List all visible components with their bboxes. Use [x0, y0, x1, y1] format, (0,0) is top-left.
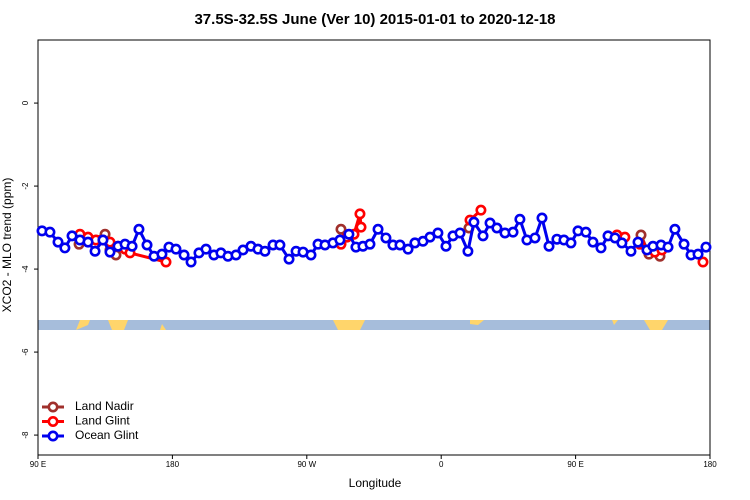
point	[82, 236, 94, 248]
x-tick-label: 90 W	[297, 460, 316, 469]
x-tick-label: 0	[439, 460, 444, 469]
x-tick-label: 90 E	[567, 460, 583, 469]
legend-label: Land Glint	[75, 414, 130, 428]
point	[625, 245, 637, 257]
point	[402, 243, 414, 255]
point	[335, 223, 347, 235]
point	[274, 239, 286, 251]
point	[334, 234, 346, 246]
point	[156, 248, 168, 260]
x-axis-label: Longitude	[349, 476, 402, 490]
point	[354, 208, 366, 220]
x-tick-label: 180	[166, 460, 180, 469]
point	[580, 226, 592, 238]
y-tick-label: -2	[21, 182, 30, 190]
point	[185, 256, 197, 268]
legend-marker	[47, 401, 59, 413]
point	[440, 240, 452, 252]
point	[44, 226, 56, 238]
point	[507, 226, 519, 238]
point	[697, 256, 709, 268]
point	[565, 237, 577, 249]
point	[200, 243, 212, 255]
x-tick-label: 180	[703, 460, 717, 469]
point	[133, 223, 145, 235]
point	[692, 248, 704, 260]
point	[491, 222, 503, 234]
point	[170, 243, 182, 255]
point	[468, 216, 480, 228]
map-strip	[38, 320, 710, 330]
point	[394, 239, 406, 251]
point	[514, 213, 526, 225]
y-tick-label: -6	[21, 348, 30, 356]
point	[259, 245, 271, 257]
point	[700, 241, 712, 253]
point	[59, 242, 71, 254]
y-axis-label: XCO2 - MLO trend (ppm)	[0, 178, 14, 313]
point	[424, 231, 436, 243]
point	[141, 239, 153, 251]
y-tick-label: -8	[21, 431, 30, 439]
point	[595, 242, 607, 254]
point	[669, 223, 681, 235]
point	[475, 204, 487, 216]
point	[343, 228, 355, 240]
point	[477, 230, 489, 242]
point	[89, 245, 101, 257]
point	[380, 232, 392, 244]
point	[305, 249, 317, 261]
point	[462, 245, 474, 257]
point	[97, 234, 109, 246]
point	[484, 217, 496, 229]
point	[372, 223, 384, 235]
point	[587, 236, 599, 248]
x-tick-label: 90 E	[30, 460, 46, 469]
y-tick-label: -4	[21, 265, 30, 273]
point	[609, 232, 621, 244]
point	[632, 236, 644, 248]
point	[283, 253, 295, 265]
point	[678, 238, 690, 250]
point	[662, 241, 674, 253]
point	[178, 249, 190, 261]
legend-marker	[47, 415, 59, 427]
legend-label: Land Nadir	[75, 399, 134, 413]
point	[126, 240, 138, 252]
point	[66, 230, 78, 242]
legend-marker	[47, 430, 59, 442]
legend-label: Ocean Glint	[75, 428, 139, 442]
point	[616, 237, 628, 249]
point	[432, 227, 444, 239]
point	[536, 212, 548, 224]
y-tick-label: 0	[21, 100, 30, 105]
point	[364, 238, 376, 250]
point	[543, 240, 555, 252]
point	[529, 232, 541, 244]
point	[230, 249, 242, 261]
point	[454, 227, 466, 239]
point	[104, 246, 116, 258]
point	[355, 221, 367, 233]
chart-title: 37.5S-32.5S June (Ver 10) 2015-01-01 to …	[194, 11, 555, 28]
point	[52, 236, 64, 248]
